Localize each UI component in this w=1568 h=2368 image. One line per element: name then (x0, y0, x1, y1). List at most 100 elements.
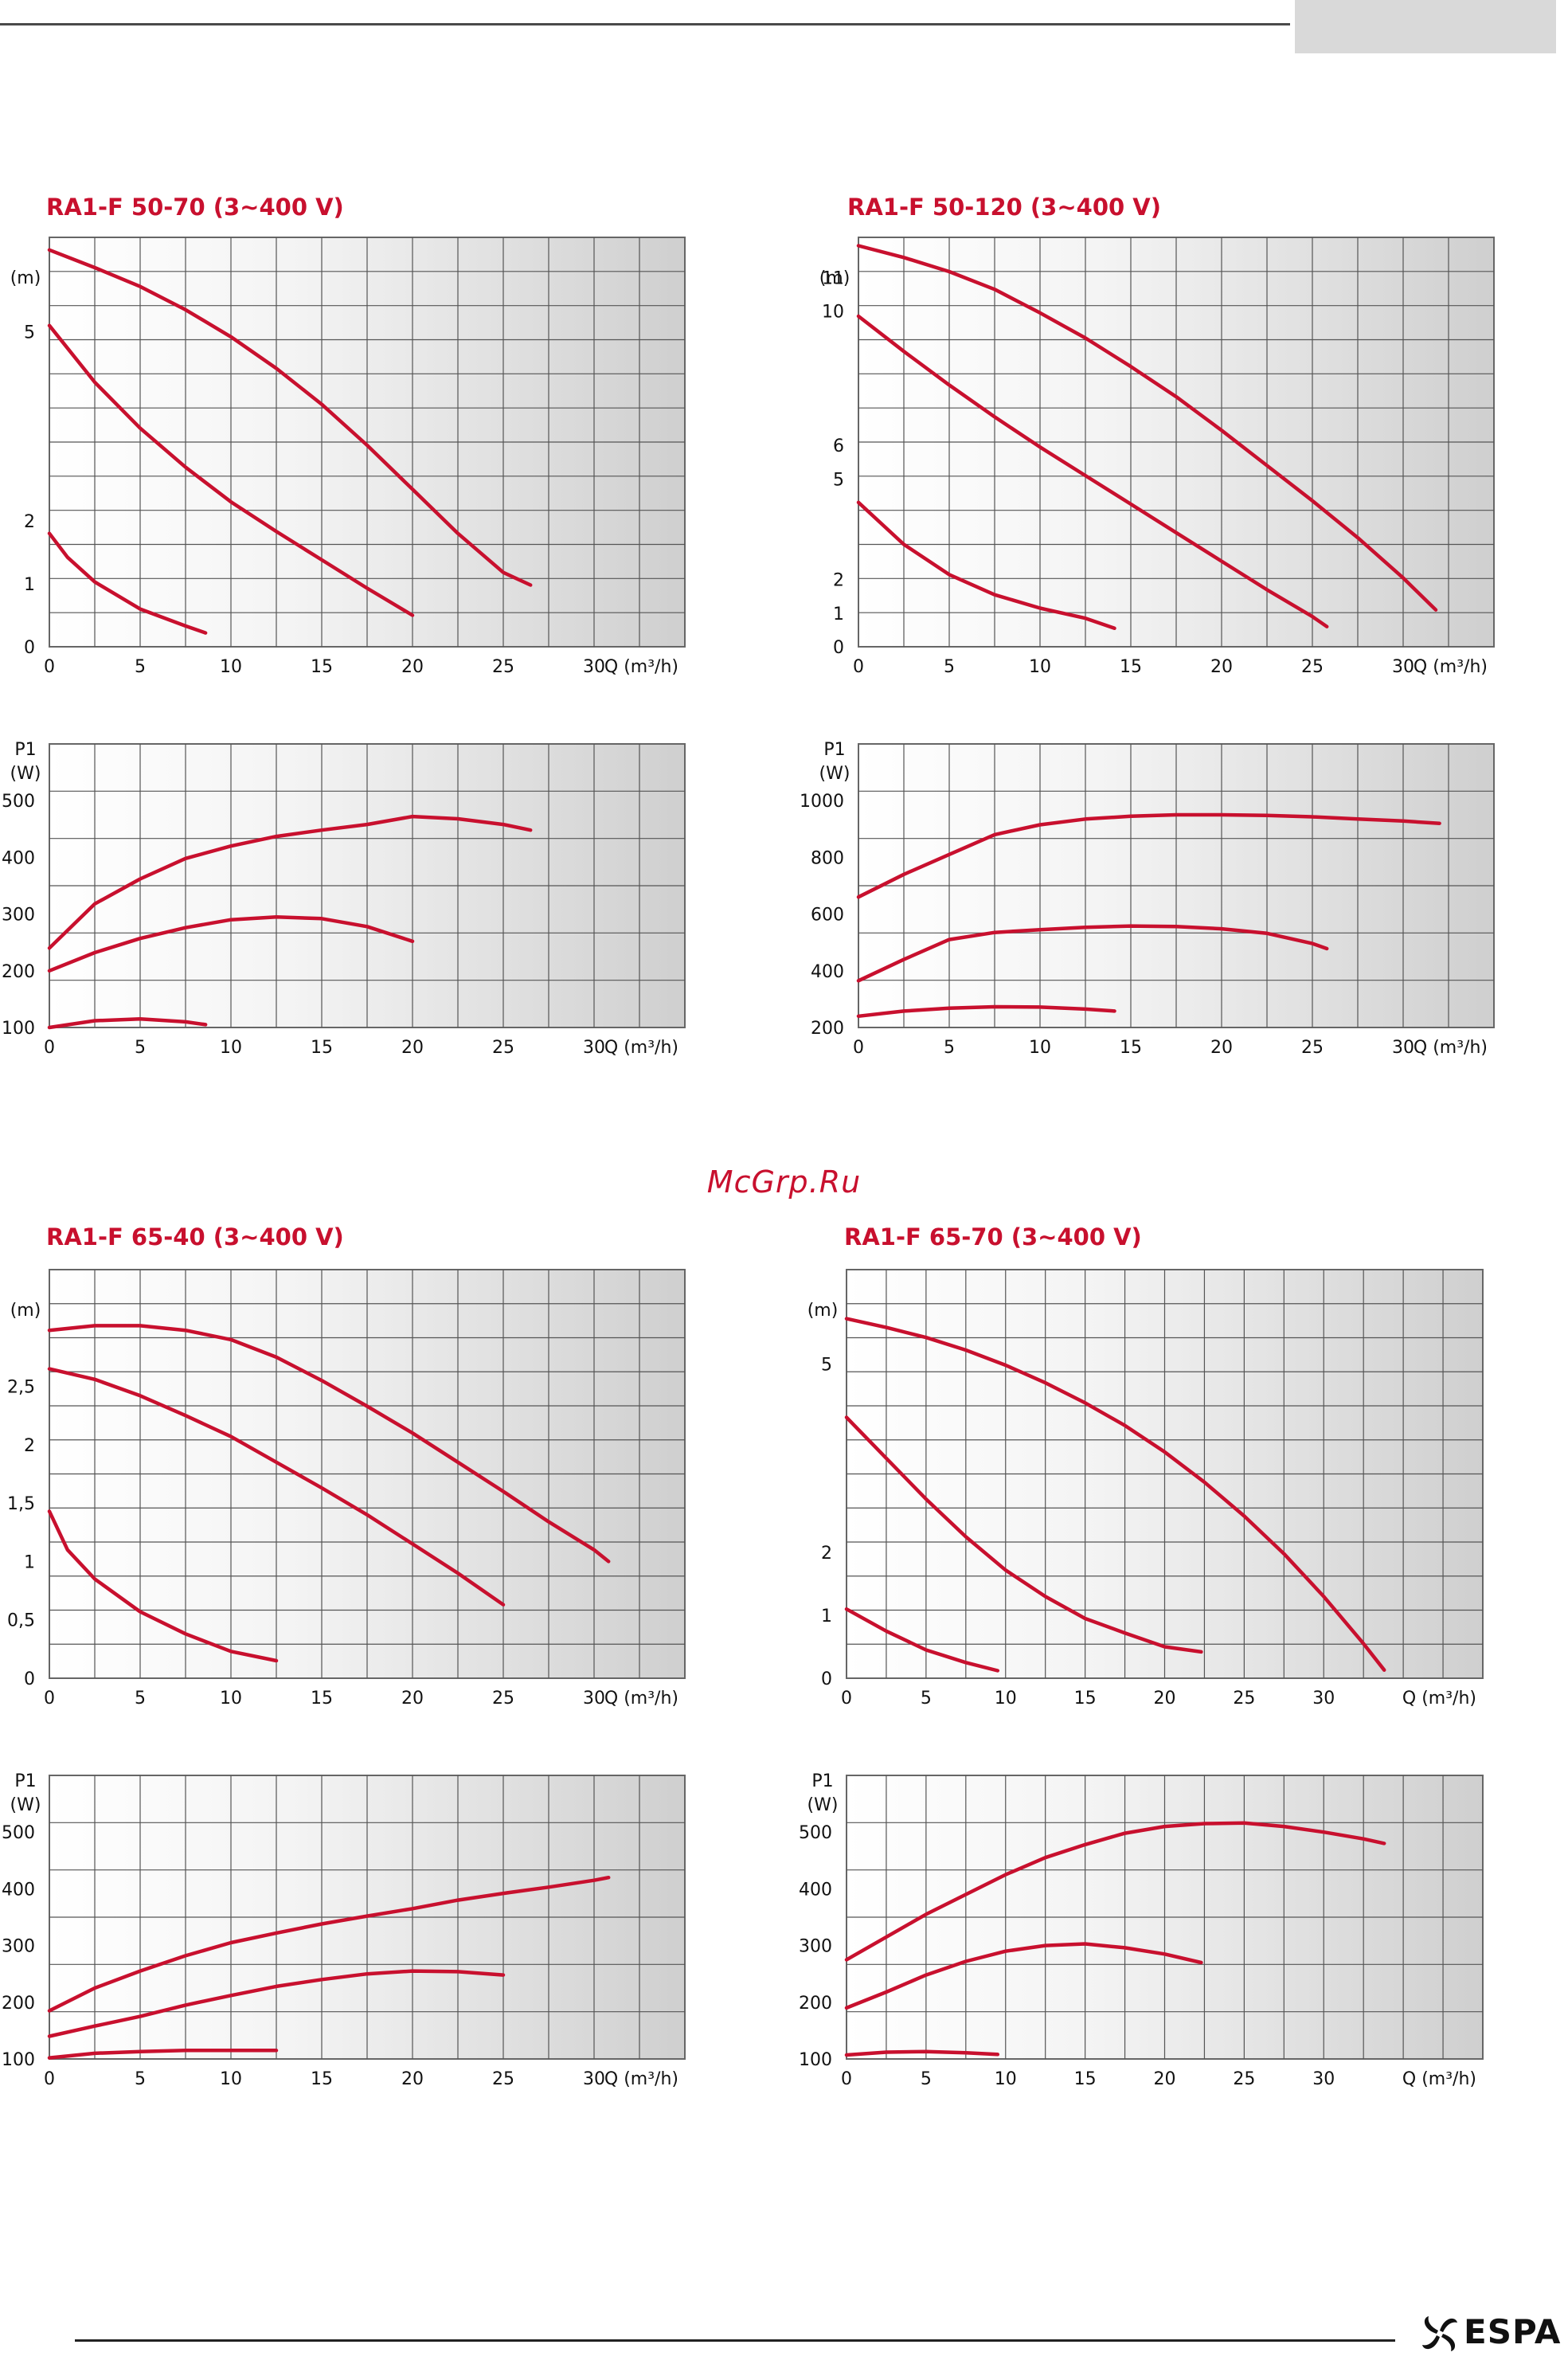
c3-power-xtick-label: 30 (583, 2069, 605, 2089)
c1-power-yunit-label: (W) (10, 764, 41, 784)
c1-power-xunit-label: Q (m³/h) (604, 1038, 678, 1058)
chart-title-c4: RA1-F 65-70 (3~400 V) (844, 1223, 1142, 1251)
c1-head-xtick-label: 0 (44, 657, 55, 677)
c4-head-xtick-label: 5 (921, 1689, 932, 1708)
chart-title-c1: RA1-F 50-70 (3~400 V) (46, 194, 344, 221)
c1-power-xtick-label: 0 (44, 1038, 55, 1058)
c4-head-ytick-label: 5 (821, 1355, 832, 1375)
c1-power-xtick-label: 10 (220, 1038, 242, 1058)
c3-power-yname-label: P1 (14, 1771, 36, 1791)
c3-power-ytick-label: 300 (2, 1937, 35, 1957)
c3-head-xunit-label: Q (m³/h) (604, 1689, 678, 1708)
c1-head-curve-2 (47, 323, 415, 617)
c2-head-xtick-label: 5 (944, 657, 955, 677)
chart-title-c2: RA1-F 50-120 (3~400 V) (847, 194, 1161, 221)
c4-power-yname-label: P1 (811, 1771, 833, 1791)
c3-power-ytick-label: 400 (2, 1880, 35, 1900)
c1-power-ytick-label: 400 (2, 848, 35, 868)
c2-head-ytick-label: 11 (822, 269, 844, 289)
c4-head-ytick-label: 2 (821, 1544, 832, 1564)
c3-power-curve-1 (47, 1875, 611, 2013)
c4-power-xunit-label: Q (m³/h) (1402, 2069, 1476, 2089)
c2-head-ytick-label: 6 (833, 436, 844, 456)
c3-power-xtick-label: 5 (135, 2069, 146, 2089)
c1-power-ytick-label: 100 (2, 1019, 35, 1039)
c3-head-ytick-label: 0,5 (7, 1611, 35, 1631)
c3-head-curve-1 (47, 1324, 611, 1564)
c1-power-curve-1 (47, 814, 533, 950)
c2-power-yunit-label: (W) (819, 764, 850, 784)
c2-power-ytick-label: 600 (811, 906, 844, 926)
c1-power-curve-3 (47, 1017, 208, 1030)
c1-head-xtick-label: 25 (492, 657, 514, 677)
c4-head-xtick-label: 15 (1074, 1689, 1097, 1708)
c1-head-yunit-label: (m) (10, 268, 41, 288)
c1-head-ytick-label: 1 (24, 575, 35, 595)
c2-power-yname-label: P1 (823, 740, 845, 760)
c1-head-xtick-label: 10 (220, 657, 242, 677)
c2-power-ytick-label: 200 (811, 1019, 844, 1039)
c1-power-curve-2 (47, 914, 415, 973)
c1-head-ytick-label: 0 (24, 638, 35, 658)
c4-power-ytick-label: 100 (799, 2050, 832, 2070)
c1-head-xunit-label: Q (m³/h) (604, 657, 678, 677)
c2-power-xtick-label: 15 (1120, 1038, 1142, 1058)
c3-power-xunit-label: Q (m³/h) (604, 2069, 678, 2089)
c4-power-xtick-label: 25 (1233, 2069, 1255, 2089)
c4-power-curve-3 (844, 2049, 1000, 2057)
c3-head-curve-3 (47, 1509, 279, 1663)
c3-power-curve-2 (47, 1969, 506, 2038)
c4-power-xtick-label: 15 (1074, 2069, 1097, 2089)
c2-head-yunit-label: (m) (819, 268, 850, 288)
c3-head-ytick-label: 2,5 (7, 1378, 35, 1398)
c3-power-xtick-label: 20 (401, 2069, 424, 2089)
c4-power-xtick-label: 5 (921, 2069, 932, 2089)
c1-power-yname-label: P1 (14, 740, 36, 760)
c4-power-yunit-label: (W) (807, 1795, 839, 1815)
c2-power-xtick-label: 30 (1392, 1038, 1414, 1058)
c3-head-xtick-label: 5 (135, 1689, 146, 1708)
c4-power-ytick-label: 500 (799, 1823, 832, 1843)
c1-head-xtick-label: 15 (311, 657, 333, 677)
c1-power-ytick-label: 300 (2, 906, 35, 926)
c2-power-ytick-label: 1000 (800, 792, 844, 812)
c2-head-xunit-label: Q (m³/h) (1414, 657, 1488, 677)
c2-head-curve-1 (856, 244, 1438, 612)
c3-head-ytick-label: 2 (24, 1436, 35, 1456)
c3-head-xtick-label: 25 (492, 1689, 514, 1708)
c3-head-ytick-label: 1 (24, 1552, 35, 1572)
c2-power-ytick-label: 800 (811, 848, 844, 868)
c2-head-curve-3 (856, 500, 1116, 631)
chart-title-c3: RA1-F 65-40 (3~400 V) (46, 1223, 344, 1251)
c2-power-xtick-label: 5 (944, 1038, 955, 1058)
c3-power-ytick-label: 500 (2, 1823, 35, 1843)
top-rule (0, 23, 1290, 25)
c2-power-xtick-label: 20 (1210, 1038, 1233, 1058)
c4-power-xtick-label: 10 (995, 2069, 1017, 2089)
c1-power-xtick-label: 20 (401, 1038, 424, 1058)
c4-power-ytick-label: 400 (799, 1880, 832, 1900)
c2-head-ytick-label: 0 (833, 638, 844, 658)
c3-head-xtick-label: 10 (220, 1689, 242, 1708)
c2-head-xtick-label: 15 (1120, 657, 1142, 677)
c2-head-ytick-label: 2 (833, 571, 844, 591)
c3-power-ytick-label: 100 (2, 2050, 35, 2070)
c4-power-xtick-label: 30 (1312, 2069, 1335, 2089)
c3-power-yunit-label: (W) (10, 1795, 41, 1815)
c3-head-ytick-label: 1,5 (7, 1494, 35, 1514)
c2-head-curve-2 (856, 314, 1329, 628)
c3-power-xtick-label: 0 (44, 2069, 55, 2089)
c3-power-xtick-label: 10 (220, 2069, 242, 2089)
c4-head-xunit-label: Q (m³/h) (1402, 1689, 1476, 1708)
c2-head-ytick-label: 10 (822, 303, 844, 323)
c4-head-curve-1 (844, 1317, 1386, 1672)
c1-power-xtick-label: 25 (492, 1038, 514, 1058)
c3-head-yunit-label: (m) (10, 1301, 41, 1321)
c4-head-xtick-label: 0 (841, 1689, 852, 1708)
c3-head-xtick-label: 15 (311, 1689, 333, 1708)
c1-head-xtick-label: 30 (583, 657, 605, 677)
espa-logo-icon (1422, 2316, 1457, 2351)
c1-power-xtick-label: 15 (311, 1038, 333, 1058)
c4-power-ytick-label: 300 (799, 1937, 832, 1957)
c4-power-ytick-label: 200 (799, 1994, 832, 2014)
